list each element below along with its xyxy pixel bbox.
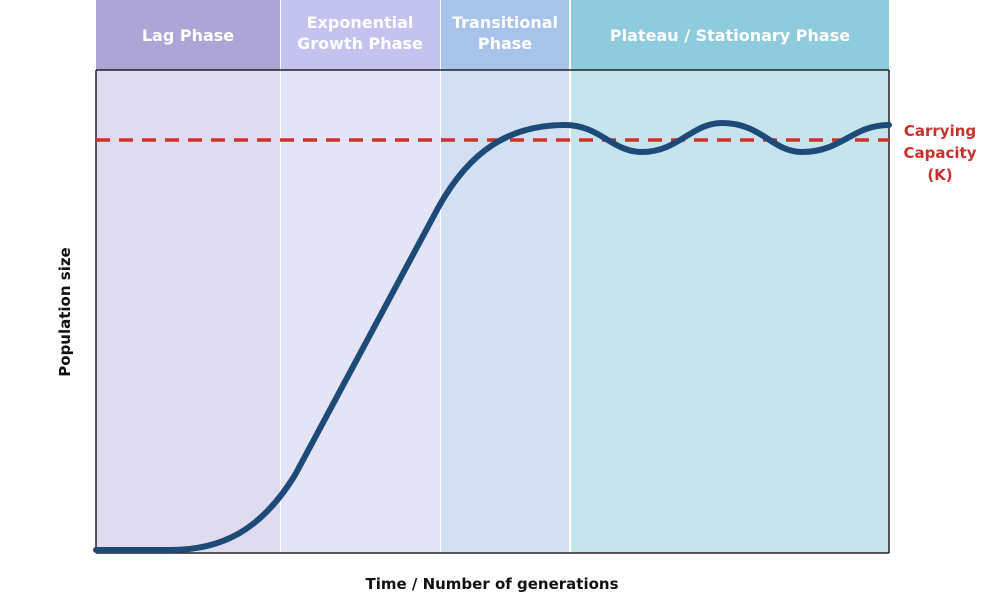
phase-header [571, 0, 889, 70]
label-line: (K) [927, 166, 952, 184]
phase-region [281, 70, 440, 553]
phase-label: Exponential Growth Phase [297, 13, 423, 53]
phase-header [441, 0, 569, 70]
label-line: Lag Phase [142, 26, 234, 45]
label-line: Carrying [904, 122, 976, 140]
growth-curve [93, 119, 892, 553]
phase-region [441, 70, 569, 553]
label-line: Exponential [307, 13, 414, 32]
label-line: Phase [478, 34, 532, 53]
phase-label: Plateau / Stationary Phase [610, 26, 850, 45]
label-line: Transitional [452, 13, 558, 32]
phase-header [281, 0, 440, 70]
label-line: Plateau / Stationary Phase [610, 26, 850, 45]
x-axis-label: Time / Number of generations [365, 575, 618, 593]
label-line: Growth Phase [297, 34, 423, 53]
phase-region [96, 70, 280, 553]
label-line: Capacity [904, 144, 977, 162]
phase-header [96, 0, 280, 70]
phase-label: Transitional Phase [452, 13, 558, 53]
y-axis-label: Population size [56, 247, 74, 376]
phase-label: Lag Phase [142, 26, 234, 45]
carrying-capacity-label: Carrying Capacity (K) [904, 122, 977, 184]
